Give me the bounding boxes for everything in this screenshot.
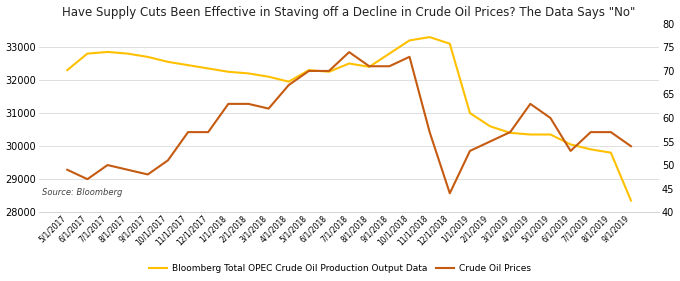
Crude Oil Prices: [63, 168, 71, 171]
Crude Oil Prices: [426, 130, 434, 134]
Crude Oil Prices: [305, 69, 313, 72]
Crude Oil Prices: [627, 144, 635, 148]
Bloomberg Total OPEC Crude Oil Production Output Data: [445, 42, 454, 46]
Bloomberg Total OPEC Crude Oil Production Output Data: [164, 60, 172, 64]
Title: Have Supply Cuts Been Effective in Staving off a Decline in Crude Oil Prices? Th: Have Supply Cuts Been Effective in Stavi…: [63, 6, 636, 19]
Bloomberg Total OPEC Crude Oil Production Output Data: [224, 70, 233, 73]
Crude Oil Prices: [184, 130, 192, 134]
Bloomberg Total OPEC Crude Oil Production Output Data: [365, 65, 373, 69]
Crude Oil Prices: [445, 192, 454, 195]
Crude Oil Prices: [224, 102, 233, 106]
Bloomberg Total OPEC Crude Oil Production Output Data: [466, 111, 474, 115]
Crude Oil Prices: [143, 173, 152, 176]
Crude Oil Prices: [204, 130, 212, 134]
Bloomberg Total OPEC Crude Oil Production Output Data: [587, 148, 595, 151]
Crude Oil Prices: [285, 83, 293, 87]
Bloomberg Total OPEC Crude Oil Production Output Data: [285, 80, 293, 83]
Legend: Bloomberg Total OPEC Crude Oil Production Output Data, Crude Oil Prices: Bloomberg Total OPEC Crude Oil Productio…: [146, 260, 534, 277]
Bloomberg Total OPEC Crude Oil Production Output Data: [627, 199, 635, 202]
Bloomberg Total OPEC Crude Oil Production Output Data: [607, 151, 615, 154]
Bloomberg Total OPEC Crude Oil Production Output Data: [426, 35, 434, 39]
Bloomberg Total OPEC Crude Oil Production Output Data: [305, 69, 313, 72]
Bloomberg Total OPEC Crude Oil Production Output Data: [63, 69, 71, 72]
Bloomberg Total OPEC Crude Oil Production Output Data: [244, 72, 252, 75]
Crude Oil Prices: [164, 159, 172, 162]
Bloomberg Total OPEC Crude Oil Production Output Data: [204, 67, 212, 70]
Crude Oil Prices: [466, 149, 474, 153]
Bloomberg Total OPEC Crude Oil Production Output Data: [184, 64, 192, 67]
Crude Oil Prices: [587, 130, 595, 134]
Bloomberg Total OPEC Crude Oil Production Output Data: [265, 75, 273, 78]
Bloomberg Total OPEC Crude Oil Production Output Data: [546, 133, 554, 136]
Bloomberg Total OPEC Crude Oil Production Output Data: [486, 124, 494, 128]
Crude Oil Prices: [566, 149, 575, 153]
Bloomberg Total OPEC Crude Oil Production Output Data: [103, 50, 112, 54]
Crude Oil Prices: [506, 130, 514, 134]
Bloomberg Total OPEC Crude Oil Production Output Data: [345, 62, 353, 65]
Bloomberg Total OPEC Crude Oil Production Output Data: [124, 52, 132, 55]
Crude Oil Prices: [607, 130, 615, 134]
Line: Crude Oil Prices: Crude Oil Prices: [67, 52, 631, 193]
Crude Oil Prices: [265, 107, 273, 110]
Bloomberg Total OPEC Crude Oil Production Output Data: [526, 133, 534, 136]
Bloomberg Total OPEC Crude Oil Production Output Data: [325, 70, 333, 73]
Bloomberg Total OPEC Crude Oil Production Output Data: [405, 39, 413, 42]
Bloomberg Total OPEC Crude Oil Production Output Data: [566, 143, 575, 146]
Crude Oil Prices: [103, 163, 112, 167]
Bloomberg Total OPEC Crude Oil Production Output Data: [84, 52, 92, 55]
Crude Oil Prices: [244, 102, 252, 106]
Crude Oil Prices: [84, 178, 92, 181]
Bloomberg Total OPEC Crude Oil Production Output Data: [506, 131, 514, 135]
Text: Source: Bloomberg: Source: Bloomberg: [42, 188, 122, 197]
Bloomberg Total OPEC Crude Oil Production Output Data: [386, 52, 394, 55]
Crude Oil Prices: [386, 65, 394, 68]
Crude Oil Prices: [124, 168, 132, 171]
Bloomberg Total OPEC Crude Oil Production Output Data: [143, 55, 152, 59]
Crude Oil Prices: [486, 140, 494, 143]
Crude Oil Prices: [345, 50, 353, 54]
Crude Oil Prices: [405, 55, 413, 58]
Crude Oil Prices: [365, 65, 373, 68]
Crude Oil Prices: [325, 69, 333, 72]
Crude Oil Prices: [546, 116, 554, 120]
Line: Bloomberg Total OPEC Crude Oil Production Output Data: Bloomberg Total OPEC Crude Oil Productio…: [67, 37, 631, 201]
Crude Oil Prices: [526, 102, 534, 106]
